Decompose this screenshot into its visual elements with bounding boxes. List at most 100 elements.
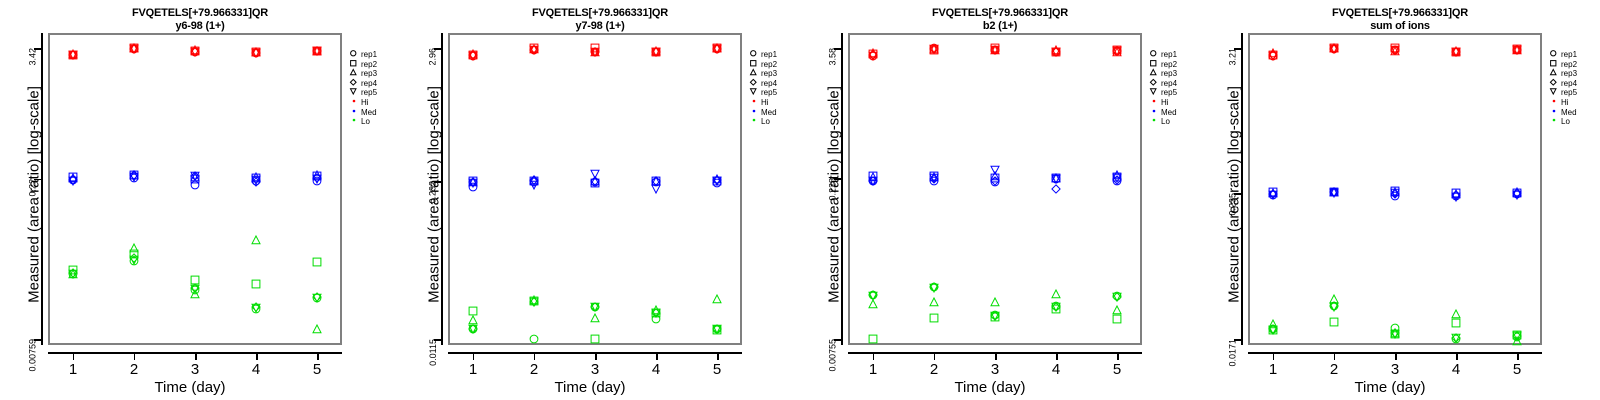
data-point <box>1390 327 1400 337</box>
x-tick-label: 5 <box>312 361 322 378</box>
data-point <box>468 324 478 335</box>
legend-item: rep5 <box>1548 88 1577 98</box>
legend-diamond-icon <box>748 78 759 89</box>
data-point <box>251 177 261 188</box>
x-tick-label: 3 <box>1390 361 1400 378</box>
y-tick-mark <box>1234 339 1243 341</box>
legend-dot-icon <box>348 108 359 118</box>
y-tick-label: 0.00759 <box>28 339 38 372</box>
data-point <box>251 173 261 183</box>
panel-title: FVQETELS[+79.966331]QR b2 (1+) <box>800 7 1200 33</box>
x-tick-label: 1 <box>68 361 78 378</box>
data-point <box>468 51 478 61</box>
legend-label: rep5 <box>1561 88 1578 98</box>
data-point <box>1268 51 1278 61</box>
data-point <box>68 269 78 279</box>
legend-label: rep4 <box>361 78 378 88</box>
data-point <box>1112 174 1122 185</box>
data-point <box>251 234 261 244</box>
x-tick-mark <box>656 352 658 360</box>
data-point <box>1112 47 1122 57</box>
data-point <box>1451 188 1461 199</box>
data-point <box>1329 186 1339 196</box>
data-point <box>868 334 878 344</box>
panel-title-line1: FVQETELS[+79.966331]QR <box>1332 7 1468 19</box>
legend-dot-icon <box>348 98 359 108</box>
data-point <box>1112 174 1122 184</box>
data-point <box>251 176 261 186</box>
legend-item: rep3 <box>1148 68 1177 79</box>
data-point <box>1451 309 1461 319</box>
x-tick-mark <box>195 352 197 360</box>
legend-label: Lo <box>1161 117 1170 127</box>
data-point <box>1051 183 1061 194</box>
data-point <box>68 49 78 59</box>
legend-dot-icon <box>1548 108 1559 118</box>
x-tick-label: 2 <box>529 361 539 378</box>
legend-item: rep3 <box>1548 68 1578 79</box>
data-point <box>251 46 261 56</box>
y-tick-mark <box>34 48 43 50</box>
y-axis-line <box>1241 33 1243 345</box>
legend-label: rep2 <box>761 59 778 69</box>
data-point <box>529 45 539 55</box>
data-point <box>251 279 261 289</box>
legend-label: rep1 <box>1161 50 1178 59</box>
data-point <box>712 174 722 184</box>
data-point <box>1329 317 1339 327</box>
data-point <box>1390 329 1400 339</box>
panel-3: FVQETELS[+79.966331]QR sum of ions Measure… <box>1200 0 1600 400</box>
data-point <box>1051 303 1061 313</box>
panel-subtitle: y6-98 (1+) <box>175 20 225 32</box>
data-point <box>1512 188 1522 198</box>
data-point <box>1051 47 1061 58</box>
data-point <box>1390 45 1400 56</box>
legend-dot-icon <box>1148 108 1159 118</box>
data-point <box>1512 190 1522 200</box>
data-point <box>1512 330 1522 340</box>
legend-item: rep2 <box>348 60 377 70</box>
y-tick-mark <box>1234 193 1243 195</box>
data-point <box>1390 188 1400 199</box>
legend-dot-icon <box>348 117 359 127</box>
x-tick-label: 3 <box>990 361 1000 378</box>
data-point <box>312 46 322 57</box>
data-point <box>1051 174 1061 184</box>
data-point <box>1512 45 1522 55</box>
legend-triangle-up-icon <box>748 68 759 79</box>
x-tick-label: 3 <box>190 361 200 378</box>
x-tick-mark <box>1272 352 1275 360</box>
legend-item: rep2 <box>1548 60 1577 70</box>
y-axis-line <box>841 33 843 345</box>
x-tick-label: 4 <box>1051 361 1061 378</box>
x-tick-mark <box>933 352 936 360</box>
data-point <box>1112 293 1122 303</box>
data-point <box>1451 45 1461 56</box>
legend-triangle-down-icon <box>1148 88 1159 98</box>
legend-item: Lo <box>748 117 777 127</box>
data-point <box>468 178 478 188</box>
data-point <box>990 43 1000 53</box>
legend-item: rep2 <box>748 60 777 70</box>
data-point <box>590 302 600 313</box>
data-point <box>990 171 1000 181</box>
data-point <box>590 176 600 186</box>
legend-diamond-icon <box>1548 78 1559 89</box>
data-point <box>590 170 600 180</box>
y-tick-label: 2.96 <box>428 48 438 66</box>
legend-item: Med <box>1548 108 1577 118</box>
data-point <box>651 175 661 185</box>
data-point <box>68 176 78 186</box>
x-tick-mark <box>1117 352 1119 360</box>
panel-title: FVQETELS[+79.966331]QR y6-98 (1+) <box>0 7 400 33</box>
data-point <box>1451 334 1461 344</box>
data-point <box>1512 187 1522 197</box>
legend-triangle-up-icon <box>1148 68 1159 79</box>
x-tick-label: 1 <box>868 361 878 378</box>
x-axis-label: Time (day) <box>554 379 626 396</box>
legend-label: rep3 <box>1561 69 1578 79</box>
legend-item: rep3 <box>348 68 377 79</box>
y-tick-mark <box>34 178 43 181</box>
data-point <box>129 44 139 55</box>
